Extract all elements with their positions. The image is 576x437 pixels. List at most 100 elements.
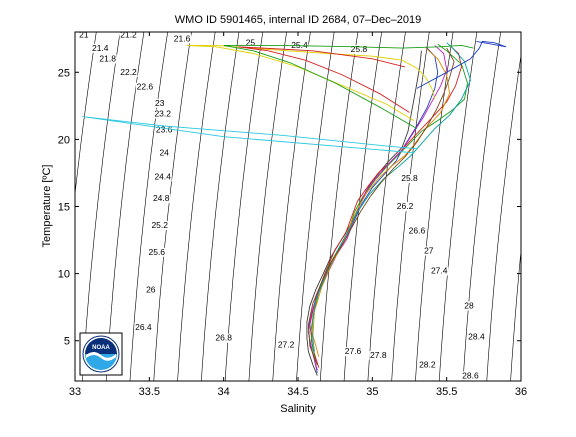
contour-label-bg — [147, 247, 166, 257]
contour-label-bg — [91, 43, 110, 53]
contour-label: 23 — [155, 98, 165, 108]
isopycnal-line — [272, 32, 311, 381]
contour-label-bg — [75, 32, 93, 40]
isopycnal-line — [224, 32, 264, 381]
ts-profile-line — [238, 46, 410, 113]
x-tick-label: 36 — [515, 386, 527, 398]
contour-label-bg — [369, 351, 388, 361]
contour-label: 25.6 — [148, 247, 165, 257]
contour-label-bg — [214, 333, 233, 343]
contour-label-bg — [119, 32, 138, 40]
y-tick-label: 10 — [58, 269, 70, 281]
contour-label-bg — [277, 340, 296, 350]
ts-profile-line — [82, 116, 417, 154]
contour-label-bg — [150, 220, 169, 230]
logo-text: NOAA — [92, 345, 110, 351]
contour-label-bg — [155, 125, 174, 135]
isopycnal-line — [320, 32, 359, 381]
contour-label-bg — [400, 173, 419, 183]
isopycnal-line — [201, 32, 240, 381]
y-axis-ticks: 5 10 15 20 25 — [58, 67, 521, 348]
contour-label: 21.6 — [174, 33, 191, 43]
contour-label: 22.6 — [137, 82, 154, 92]
isopycnal-contours — [75, 32, 521, 381]
ts-profile-line — [312, 47, 451, 357]
contour-label-bg — [430, 266, 449, 276]
ts-profile-line — [223, 44, 474, 129]
x-tick-label: 34 — [218, 386, 230, 398]
contour-label-bg — [153, 109, 172, 119]
isopycnal-line — [296, 32, 335, 381]
contour-label: 26.4 — [135, 322, 152, 332]
y-axis-label: Temperature [ºC] — [41, 165, 53, 248]
contour-label-bg — [467, 332, 486, 342]
contour-label: 26.2 — [397, 201, 414, 211]
ts-profile-line — [309, 45, 462, 368]
contour-label: 22.2 — [120, 67, 137, 77]
contour-label: 28.2 — [419, 360, 436, 370]
y-tick-label: 5 — [64, 336, 70, 348]
x-tick-label: 34.5 — [287, 386, 308, 398]
contour-label-bg — [155, 148, 174, 158]
x-tick-label: 35.5 — [436, 386, 457, 398]
contour-label-bg — [141, 285, 160, 295]
contour-label: 21 — [79, 29, 89, 39]
isopycnal-line — [486, 53, 521, 381]
contour-label-bg — [134, 322, 153, 332]
isopycnal-line — [367, 32, 406, 381]
isopycnal-line — [82, 32, 121, 381]
contour-label: 21.2 — [120, 29, 137, 39]
isopycnal-line — [177, 32, 216, 381]
contour-label: 23.2 — [154, 109, 171, 119]
contour-label: 26 — [146, 284, 156, 294]
x-axis-ticks: 33 33.5 34 34.5 35 35.5 36 — [69, 32, 527, 398]
x-tick-label: 33 — [69, 386, 81, 398]
contour-label: 24.4 — [154, 172, 171, 182]
contour-label-bg — [173, 34, 192, 44]
contour-label: 27.4 — [431, 266, 448, 276]
contour-label-bg — [349, 45, 368, 55]
isopycnal-line — [248, 32, 287, 381]
contour-label-bg — [344, 347, 363, 357]
ts-profile-line — [416, 40, 507, 89]
ts-profile-line — [307, 45, 448, 371]
x-axis-label: Salinity — [280, 403, 316, 415]
y-tick-label: 15 — [58, 202, 70, 214]
contour-label-bg — [241, 38, 260, 48]
contour-label: 28 — [464, 301, 474, 311]
contour-label-bg — [150, 98, 169, 108]
contour-label: 25.8 — [351, 44, 368, 54]
contour-label: 21.8 — [99, 54, 116, 64]
contour-label: 23.6 — [156, 125, 173, 135]
contour-label: 27.6 — [345, 346, 362, 356]
ts-profile-line — [310, 42, 471, 352]
isopycnal-line — [129, 32, 168, 381]
contour-label: 28.6 — [462, 370, 479, 380]
isopycnal-line — [75, 32, 97, 197]
y-tick-label: 20 — [58, 134, 70, 146]
contour-label: 24.8 — [153, 193, 170, 203]
contour-label-bg — [407, 226, 426, 236]
contour-label: 25.4 — [291, 40, 308, 50]
isopycnal-line — [462, 32, 501, 381]
x-tick-label: 33.5 — [139, 386, 160, 398]
isopycnal-line — [153, 32, 192, 381]
contour-label: 21.4 — [92, 43, 109, 53]
isopycnal-line — [438, 32, 478, 381]
contour-label: 27.2 — [278, 339, 295, 349]
contour-label-bg — [119, 67, 138, 77]
contour-label: 26.6 — [409, 225, 426, 235]
contour-label: 27.8 — [370, 350, 387, 360]
contour-label: 25 — [246, 37, 256, 47]
contour-label-bg — [418, 360, 437, 370]
contour-label-bg — [153, 172, 172, 182]
contour-label-bg — [135, 82, 154, 92]
contour-label: 26.8 — [215, 333, 232, 343]
contour-label: 28.4 — [468, 331, 485, 341]
chart-title: WMO ID 5901465, internal ID 2684, 07–Dec… — [175, 14, 421, 26]
ts-profiles — [82, 40, 507, 376]
